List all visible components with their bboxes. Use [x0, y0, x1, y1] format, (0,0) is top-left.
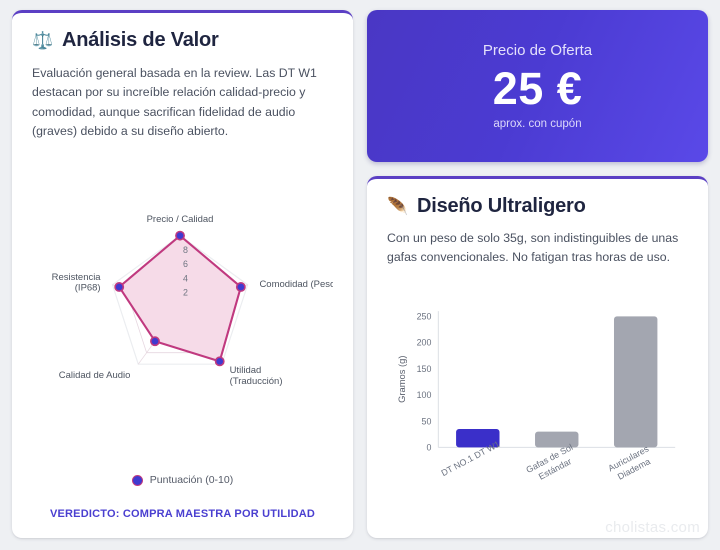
svg-text:0: 0 — [426, 443, 431, 453]
svg-text:6: 6 — [183, 259, 188, 269]
svg-text:8: 8 — [183, 245, 188, 255]
bar-y-axis-title: Gramos (g) — [397, 356, 407, 403]
right-column: Precio de Oferta 25 € aprox. con cupón 🪶… — [367, 10, 708, 538]
svg-text:Comodidad (Peso): Comodidad (Peso) — [259, 278, 333, 289]
svg-text:250: 250 — [417, 312, 432, 322]
bar-rectangles — [456, 316, 658, 448]
svg-text:4: 4 — [183, 273, 188, 283]
radar-chart: 2 4 6 8 Precio / Calidad Comodidad (Peso) Uti… — [32, 146, 333, 476]
svg-text:(Traducción): (Traducción) — [230, 376, 283, 387]
svg-text:Resistencia: Resistencia — [52, 272, 102, 283]
svg-text:Utilidad: Utilidad — [230, 365, 262, 376]
svg-text:200: 200 — [417, 338, 432, 348]
radar-radial-ticks: 2 4 6 8 — [183, 245, 188, 298]
design-card: 🪶 Diseño Ultraligero Con un peso de solo… — [367, 176, 708, 538]
svg-text:100: 100 — [417, 390, 432, 400]
price-card: Precio de Oferta 25 € aprox. con cupón — [367, 10, 708, 162]
radar-chart-svg: 2 4 6 8 Precio / Calidad Comodidad (Peso) Uti… — [52, 214, 333, 387]
bar-y-axis-ticks: 0 50 100 150 200 250 — [417, 312, 432, 453]
watermark: cholistas.com — [605, 519, 700, 536]
design-description: Con un peso de solo 35g, son indistingui… — [387, 231, 679, 265]
design-title-text: Diseño Ultraligero — [416, 195, 586, 217]
radar-data-points — [114, 230, 246, 366]
svg-text:Calidad de Audio: Calidad de Audio — [59, 370, 131, 381]
price-value: 25 € — [492, 62, 583, 114]
svg-text:150: 150 — [417, 364, 432, 374]
legend-marker-icon — [131, 474, 143, 486]
design-card-title: 🪶 Diseño Ultraligero — [387, 195, 688, 218]
svg-text:2: 2 — [183, 287, 188, 297]
legend-label: Puntuación (0-10) — [149, 474, 234, 486]
analysis-card: ⚖️ Análisis de Valor Evaluación general … — [12, 10, 353, 538]
left-column: ⚖️ Análisis de Valor Evaluación general … — [12, 10, 353, 538]
radar-category-labels: Precio / Calidad Comodidad (Peso) Utilidad… — [52, 214, 333, 387]
analysis-card-title: ⚖️ Análisis de Valor — [32, 29, 333, 52]
analysis-description: Evaluación general basada en la review. … — [32, 66, 317, 139]
price-note: aprox. con cupón — [493, 118, 582, 131]
analysis-title-text: Análisis de Valor — [61, 29, 219, 51]
svg-text:(IP68): (IP68) — [75, 282, 101, 293]
radar-series-area — [118, 234, 242, 363]
feather-icon: 🪶 — [387, 197, 408, 216]
svg-text:50: 50 — [422, 416, 432, 426]
verdict-text: VEREDICTO: COMPRA MAESTRA POR UTILIDAD — [49, 508, 316, 520]
price-label: Precio de Oferta — [482, 41, 593, 59]
balance-scale-icon: ⚖️ — [32, 31, 53, 50]
svg-text:Precio / Calidad: Precio / Calidad — [147, 214, 214, 225]
radar-legend: Puntuación (0-10) — [32, 474, 333, 486]
bar-chart: 0 50 100 150 200 250 Gramos (g) DT NO.1 DT W1… — [387, 273, 688, 528]
